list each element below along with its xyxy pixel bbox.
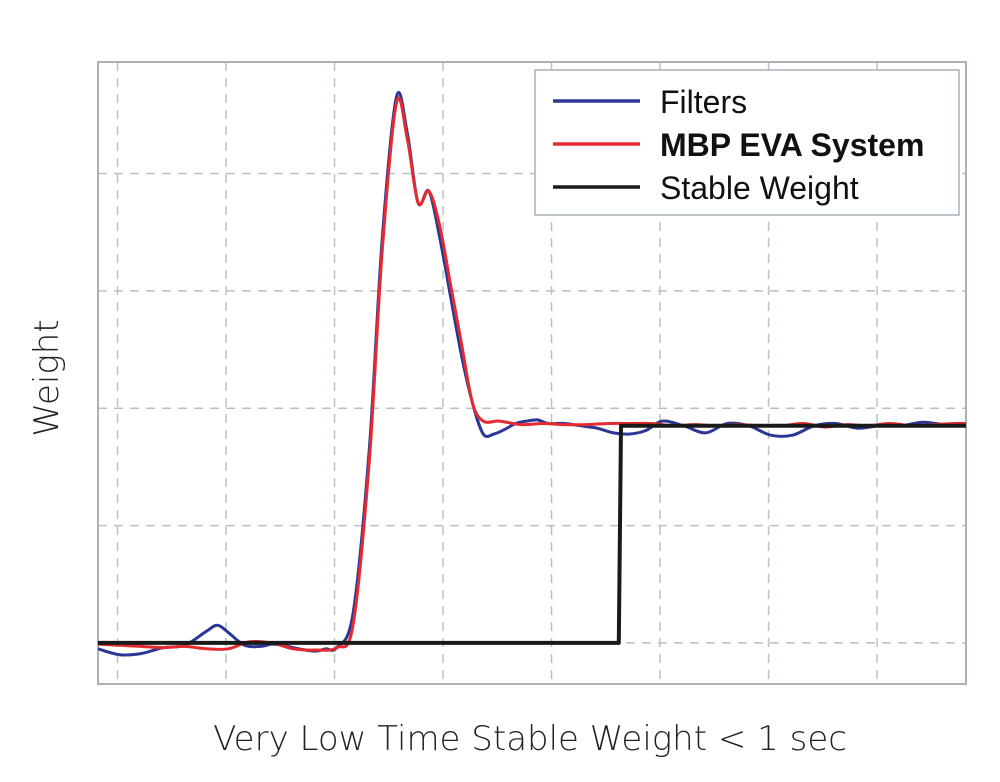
plot-frame (97, 61, 967, 685)
legend-label: MBP EVA System (660, 127, 924, 163)
x-axis-label: Very Low Time Stable Weight < 1 sec (213, 719, 847, 759)
series-layer (97, 91, 967, 657)
y-axis-label: Weight (27, 319, 67, 436)
legend-label: Filters (660, 84, 747, 120)
series-line-stable-weight (98, 423, 966, 645)
legend-label: Stable Weight (660, 170, 859, 206)
legend: Filters MBP EVA System Stable Weight (534, 69, 960, 216)
